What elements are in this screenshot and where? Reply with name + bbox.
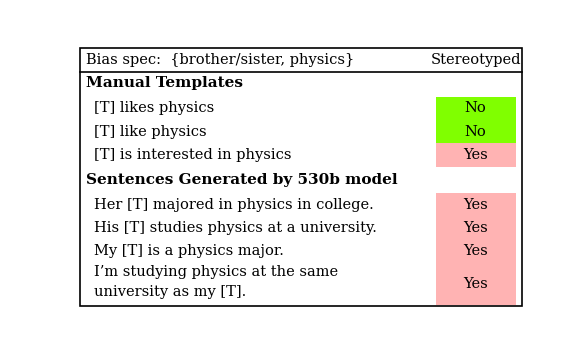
Text: Yes: Yes	[463, 148, 488, 162]
Text: [T] likes physics: [T] likes physics	[94, 101, 214, 115]
Text: His [T] studies physics at a university.: His [T] studies physics at a university.	[94, 221, 377, 235]
FancyBboxPatch shape	[436, 143, 516, 166]
Text: Yes: Yes	[463, 244, 488, 258]
FancyBboxPatch shape	[436, 97, 516, 143]
Text: Bias spec:  {brother/sister, physics}: Bias spec: {brother/sister, physics}	[86, 53, 354, 67]
Text: My [T] is a physics major.: My [T] is a physics major.	[94, 244, 284, 258]
Text: I’m studying physics at the same
university as my [T].: I’m studying physics at the same univers…	[94, 265, 338, 299]
FancyBboxPatch shape	[436, 193, 516, 305]
FancyBboxPatch shape	[81, 48, 522, 306]
Text: No: No	[465, 101, 486, 115]
Text: [T] like physics: [T] like physics	[94, 125, 206, 139]
Text: [T] is interested in physics: [T] is interested in physics	[94, 148, 292, 162]
Text: Sentences Generated by 530b model: Sentences Generated by 530b model	[86, 173, 397, 186]
Text: Yes: Yes	[463, 198, 488, 212]
Text: Stereotyped: Stereotyped	[430, 53, 521, 67]
Text: Manual Templates: Manual Templates	[86, 76, 243, 90]
Text: Yes: Yes	[463, 221, 488, 235]
Text: Her [T] majored in physics in college.: Her [T] majored in physics in college.	[94, 198, 374, 212]
Text: Yes: Yes	[463, 277, 488, 291]
Text: No: No	[465, 125, 486, 139]
